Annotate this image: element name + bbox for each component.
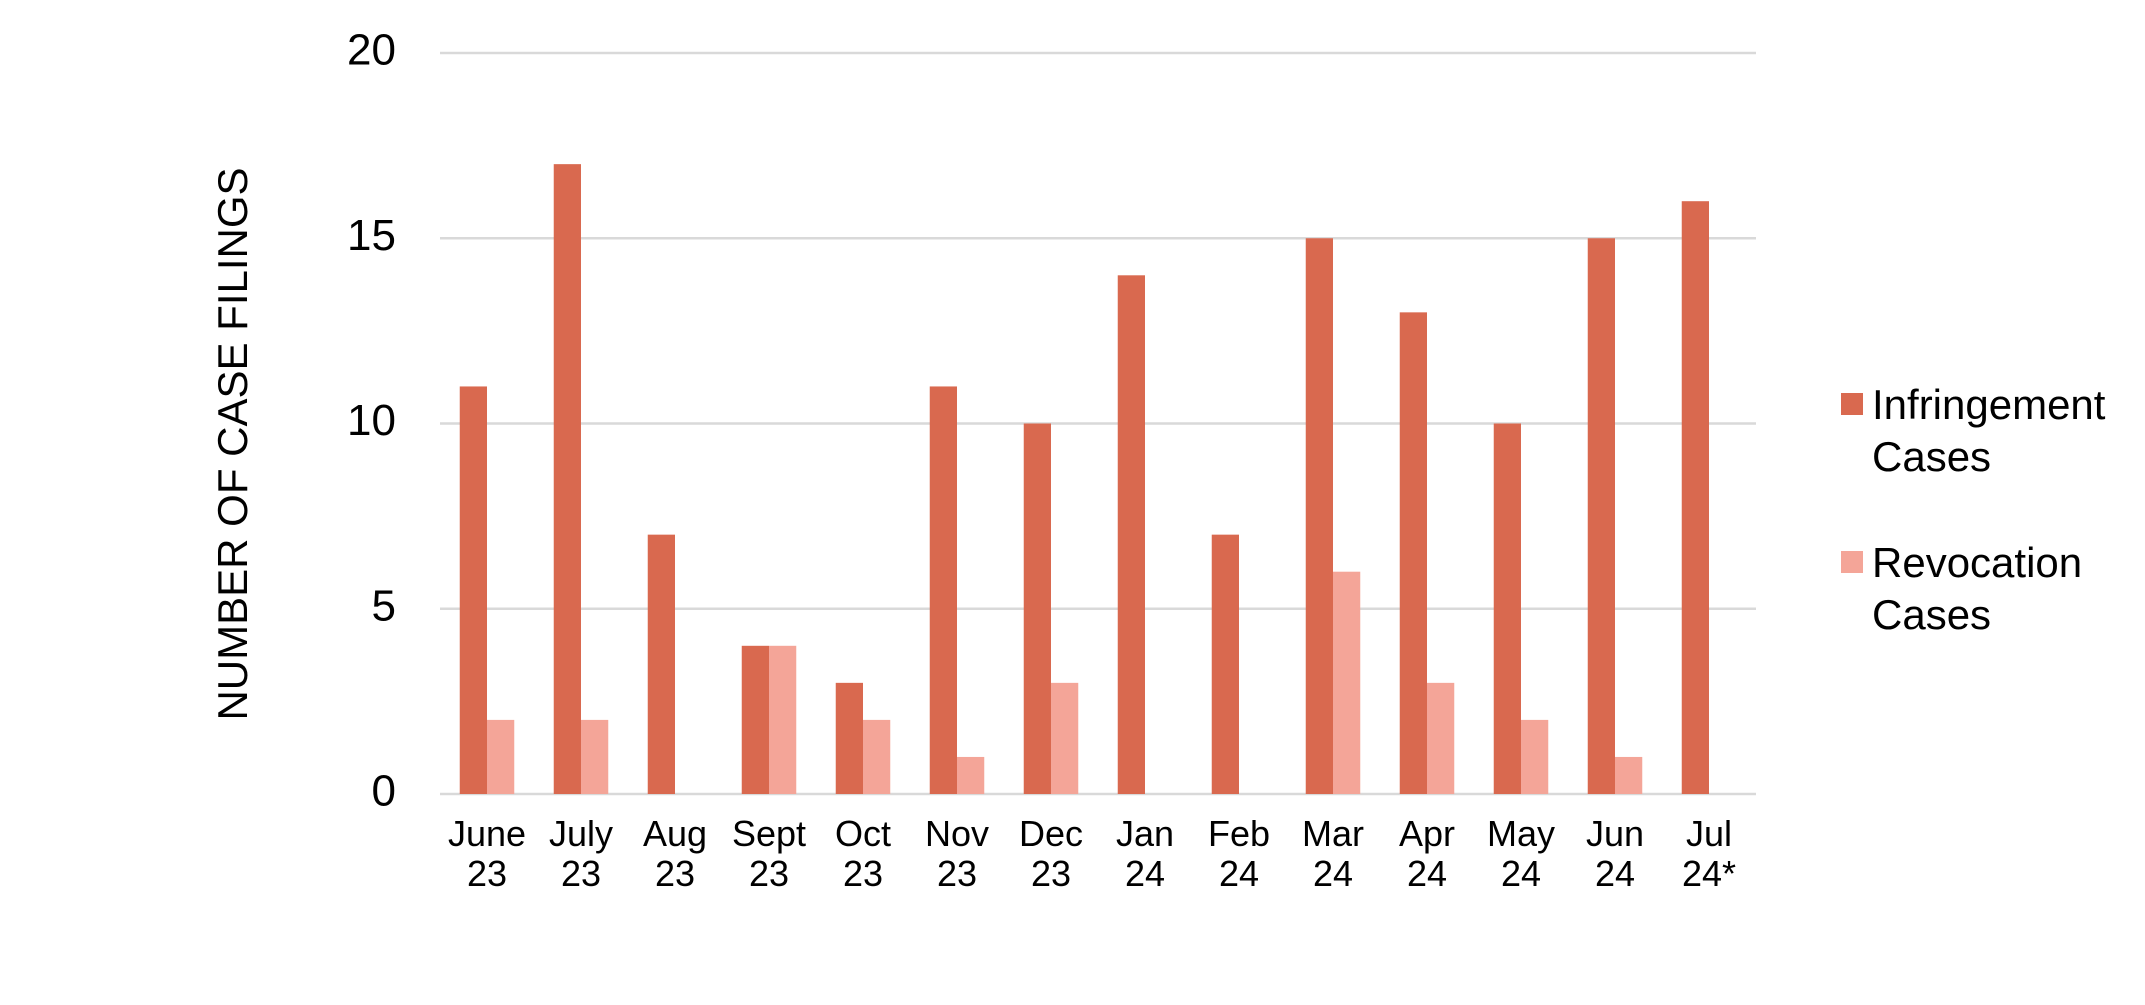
y-axis-title: NUMBER OF CASE FILINGS: [209, 167, 256, 720]
bar: [581, 719, 609, 794]
bar: [835, 682, 863, 794]
bar: [863, 719, 891, 794]
bar: [1023, 423, 1051, 794]
x-tick-label: July 23: [548, 813, 614, 894]
x-tick-label: Aug 23: [642, 813, 708, 894]
bar: [957, 756, 985, 794]
legend-label: Infringement Cases: [1872, 381, 2106, 480]
bar: [1681, 201, 1709, 794]
x-tick-label: Apr 24: [1398, 813, 1456, 894]
y-tick-label: 20: [347, 26, 396, 75]
bar: [929, 386, 957, 794]
bar: [1305, 238, 1333, 794]
legend-swatch: [1841, 393, 1863, 415]
x-tick-label: Feb 24: [1207, 813, 1271, 894]
bar: [1427, 682, 1455, 794]
legend-swatch: [1841, 551, 1863, 573]
x-tick-label: Dec 23: [1018, 813, 1084, 894]
bar: [1521, 719, 1549, 794]
x-tick-label: Jun 24: [1585, 813, 1645, 894]
y-tick-label: 5: [372, 581, 396, 630]
bar: [1211, 534, 1239, 794]
bar: [647, 534, 675, 794]
bar: [459, 386, 487, 794]
legend-label: Revocation Cases: [1872, 539, 2083, 638]
bar: [1587, 238, 1615, 794]
x-tick-label: Jan 24: [1115, 813, 1175, 894]
y-tick-label: 0: [372, 767, 396, 816]
x-tick-label: Mar 24: [1302, 813, 1364, 894]
y-tick-label: 15: [347, 211, 396, 260]
bar: [1493, 423, 1521, 794]
bar: [769, 645, 797, 794]
x-tick-label: Oct 23: [834, 813, 891, 894]
bar: [1117, 275, 1145, 794]
x-tick-label: June 23: [447, 813, 527, 894]
bar: [1333, 571, 1361, 794]
x-tick-label: Nov 23: [924, 813, 990, 894]
bar: [553, 164, 581, 794]
y-tick-label: 10: [347, 396, 396, 445]
bar: [741, 645, 769, 794]
bar: [1051, 682, 1079, 794]
bar: [1399, 312, 1427, 794]
x-tick-label: Sept 23: [731, 813, 807, 894]
bar: [487, 719, 515, 794]
x-tick-label: May 24: [1486, 813, 1555, 894]
bar: [1615, 756, 1643, 794]
x-tick-label: Jul 24*: [1681, 813, 1737, 894]
